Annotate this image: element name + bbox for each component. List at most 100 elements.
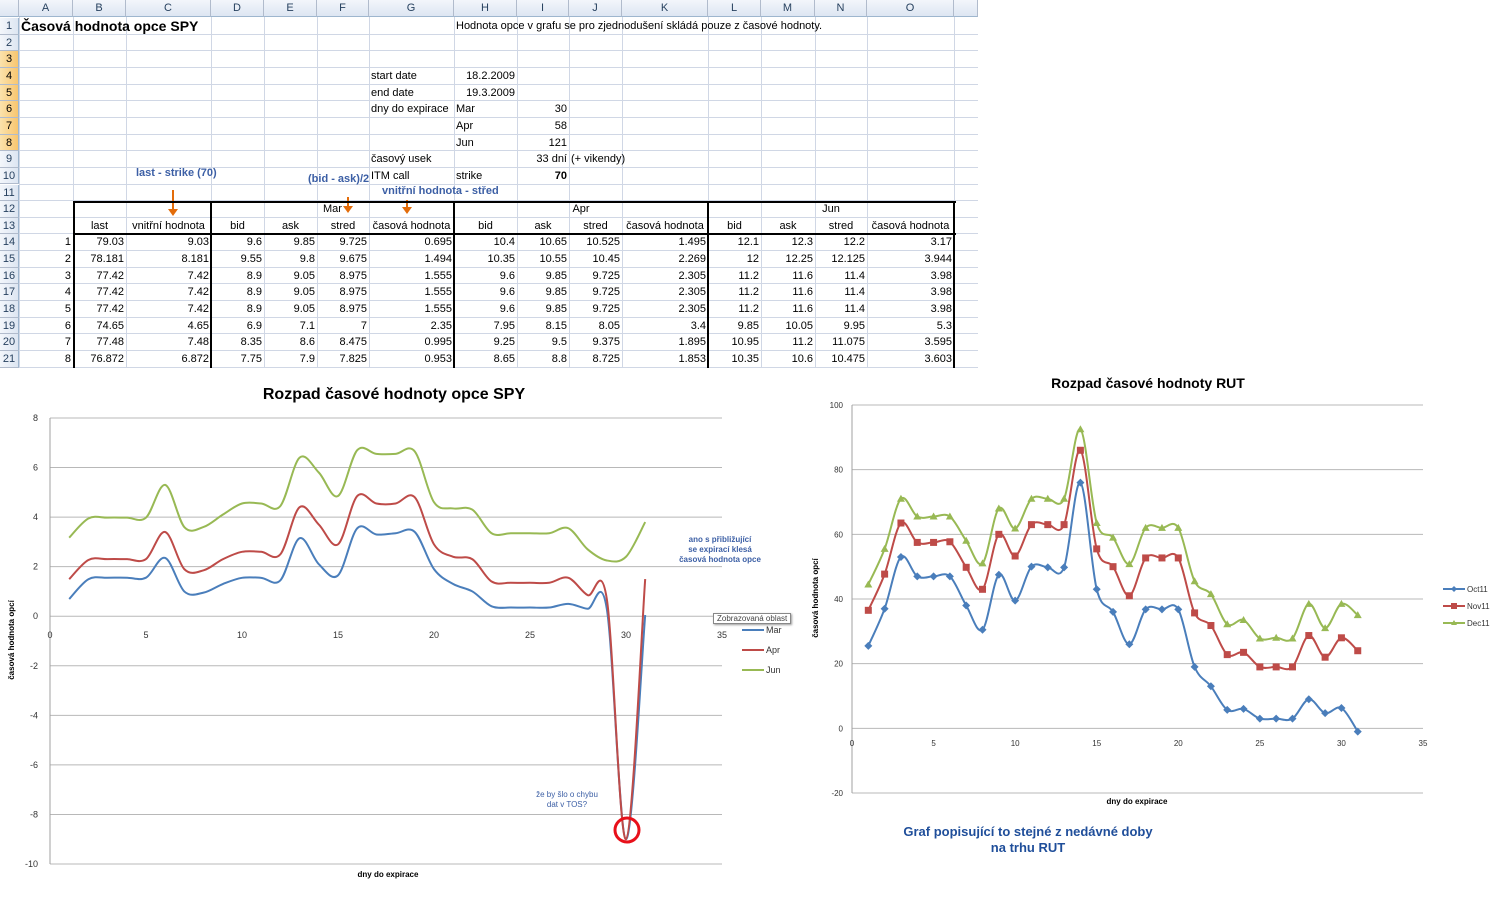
cell-I13[interactable]: ask: [534, 219, 552, 232]
cell-O16[interactable]: 3.98: [930, 269, 952, 282]
cell-G4[interactable]: start date: [371, 69, 417, 82]
cell-M14[interactable]: 12.3: [791, 236, 813, 249]
cell-A14[interactable]: 1: [64, 236, 71, 249]
cell-M20[interactable]: 11.2: [792, 336, 813, 349]
cell-B13[interactable]: last: [90, 219, 109, 232]
cell-F17[interactable]: 8.975: [339, 286, 367, 299]
column-header-G[interactable]: G: [369, 0, 454, 17]
cell-K20[interactable]: 1.895: [678, 336, 706, 349]
row-header-1[interactable]: 1: [0, 18, 19, 35]
cell-M15[interactable]: 12.25: [785, 253, 813, 266]
cell-A1[interactable]: Časová hodnota opce SPY: [21, 18, 199, 34]
cell-M18[interactable]: 11.6: [792, 303, 813, 316]
cell-G9[interactable]: časový usek: [371, 153, 432, 166]
cell-N20[interactable]: 11.075: [832, 336, 865, 349]
cell-H14[interactable]: 10.4: [493, 236, 515, 249]
cell-F14[interactable]: 9.725: [339, 236, 367, 249]
column-header-D[interactable]: D: [211, 0, 264, 17]
cell-B17[interactable]: 77.42: [96, 286, 124, 299]
cell-H7[interactable]: Apr: [456, 119, 474, 132]
cell-I8[interactable]: 121: [548, 136, 567, 149]
cell-N19[interactable]: 9.95: [843, 319, 865, 332]
cell-F20[interactable]: 8.475: [339, 336, 367, 349]
cell-E16[interactable]: 9.05: [293, 269, 315, 282]
cell-C18[interactable]: 7.42: [187, 303, 209, 316]
select-all-corner[interactable]: [0, 0, 19, 17]
cell-B19[interactable]: 74.65: [96, 319, 124, 332]
cell-G14[interactable]: 0.695: [424, 236, 452, 249]
row-header-19[interactable]: 19: [0, 317, 19, 335]
cell-A18[interactable]: 5: [64, 303, 71, 316]
cell-I10[interactable]: 70: [554, 169, 567, 182]
cell-C14[interactable]: 9.03: [187, 236, 209, 249]
cell-O21[interactable]: 3.603: [924, 353, 952, 365]
row-header-18[interactable]: 18: [0, 301, 19, 318]
column-header-K[interactable]: K: [622, 0, 708, 17]
cell-G17[interactable]: 1.555: [424, 286, 452, 299]
row-header-4[interactable]: 4: [0, 67, 19, 85]
cell-B20[interactable]: 77.48: [96, 336, 124, 349]
cell-N21[interactable]: 10.475: [831, 353, 865, 365]
cell-L13[interactable]: bid: [727, 219, 742, 232]
cell-G21[interactable]: 0.953: [424, 353, 452, 365]
cell-L16[interactable]: 11.2: [738, 269, 759, 282]
spreadsheet[interactable]: 21 20 19 18 17 16 15 14 13 12 11 10 9 8 7 6 5 4 3 2 1 O N M L K J I…: [0, 0, 978, 368]
cell-I19[interactable]: 8.15: [545, 319, 567, 332]
cell-J20[interactable]: 9.375: [592, 336, 620, 349]
cell-L14[interactable]: 12.1: [737, 236, 759, 249]
cell-A21[interactable]: 8: [64, 353, 71, 365]
row-header-15[interactable]: 15: [0, 251, 19, 268]
cell-E18[interactable]: 9.05: [293, 303, 315, 316]
cell-G20[interactable]: 0.995: [424, 336, 452, 349]
cell-N14[interactable]: 12.2: [843, 236, 865, 249]
cell-J17[interactable]: 9.725: [592, 286, 620, 299]
cell-H5[interactable]: 19.3.2009: [466, 86, 515, 99]
column-header-F[interactable]: F: [317, 0, 369, 17]
cell-E21[interactable]: 7.9: [299, 353, 315, 365]
cell-K17[interactable]: 2.305: [678, 286, 706, 299]
cell-D15[interactable]: 9.55: [240, 253, 262, 266]
cell-F16[interactable]: 8.975: [339, 269, 367, 282]
cell-C19[interactable]: 4.65: [187, 319, 209, 332]
cell-H18[interactable]: 9.6: [499, 303, 515, 316]
cell-O14[interactable]: 3.17: [930, 236, 952, 249]
cell-F21[interactable]: 7.825: [339, 353, 367, 365]
cell-G5[interactable]: end date: [371, 86, 414, 99]
cell-B14[interactable]: 79.03: [96, 236, 124, 249]
cell-M19[interactable]: 10.05: [785, 319, 813, 332]
cell-I17[interactable]: 9.85: [545, 286, 567, 299]
cell-G19[interactable]: 2.35: [430, 319, 452, 332]
column-header-B[interactable]: B: [73, 0, 126, 17]
cell-K14[interactable]: 1.495: [678, 236, 706, 249]
row-header-6[interactable]: 6: [0, 101, 19, 118]
cell-J14[interactable]: 10.525: [586, 236, 620, 249]
cell-K19[interactable]: 3.4: [690, 319, 706, 332]
cell-E14[interactable]: 9.85: [293, 236, 315, 249]
cell-O15[interactable]: 3.944: [924, 253, 952, 266]
cell-E13[interactable]: ask: [281, 219, 300, 232]
column-header-E[interactable]: E: [264, 0, 317, 17]
cell-G6[interactable]: dny do expirace: [371, 103, 449, 116]
cell-J19[interactable]: 8.05: [598, 319, 620, 332]
cell-B16[interactable]: 77.42: [96, 269, 124, 282]
cell-L15[interactable]: 12: [746, 253, 759, 266]
cell-G10[interactable]: ITM call: [371, 169, 410, 182]
row-header-8[interactable]: 8: [0, 134, 19, 152]
cell-I16[interactable]: 9.85: [545, 269, 567, 282]
cell-J16[interactable]: 9.725: [592, 269, 620, 282]
cell-L20[interactable]: 10.95: [731, 336, 759, 349]
cell-A20[interactable]: 7: [64, 336, 71, 349]
row-header-7[interactable]: 7: [0, 117, 19, 135]
cell-L21[interactable]: 10.35: [731, 353, 759, 365]
cell-F15[interactable]: 9.675: [339, 253, 367, 266]
cell-C15[interactable]: 8.181: [181, 253, 209, 266]
cell-D21[interactable]: 7.75: [240, 353, 262, 365]
cell-J9[interactable]: (+ vikendy): [571, 153, 626, 166]
cell-I20[interactable]: 9.5: [551, 336, 567, 349]
cell-E20[interactable]: 8.6: [299, 336, 315, 349]
column-header-O[interactable]: O: [867, 0, 954, 17]
cell-G13[interactable]: časová hodnota: [372, 219, 451, 232]
cell-B21[interactable]: 76.872: [90, 353, 124, 365]
column-header-C[interactable]: C: [126, 0, 211, 17]
cell-K18[interactable]: 2.305: [678, 303, 706, 316]
